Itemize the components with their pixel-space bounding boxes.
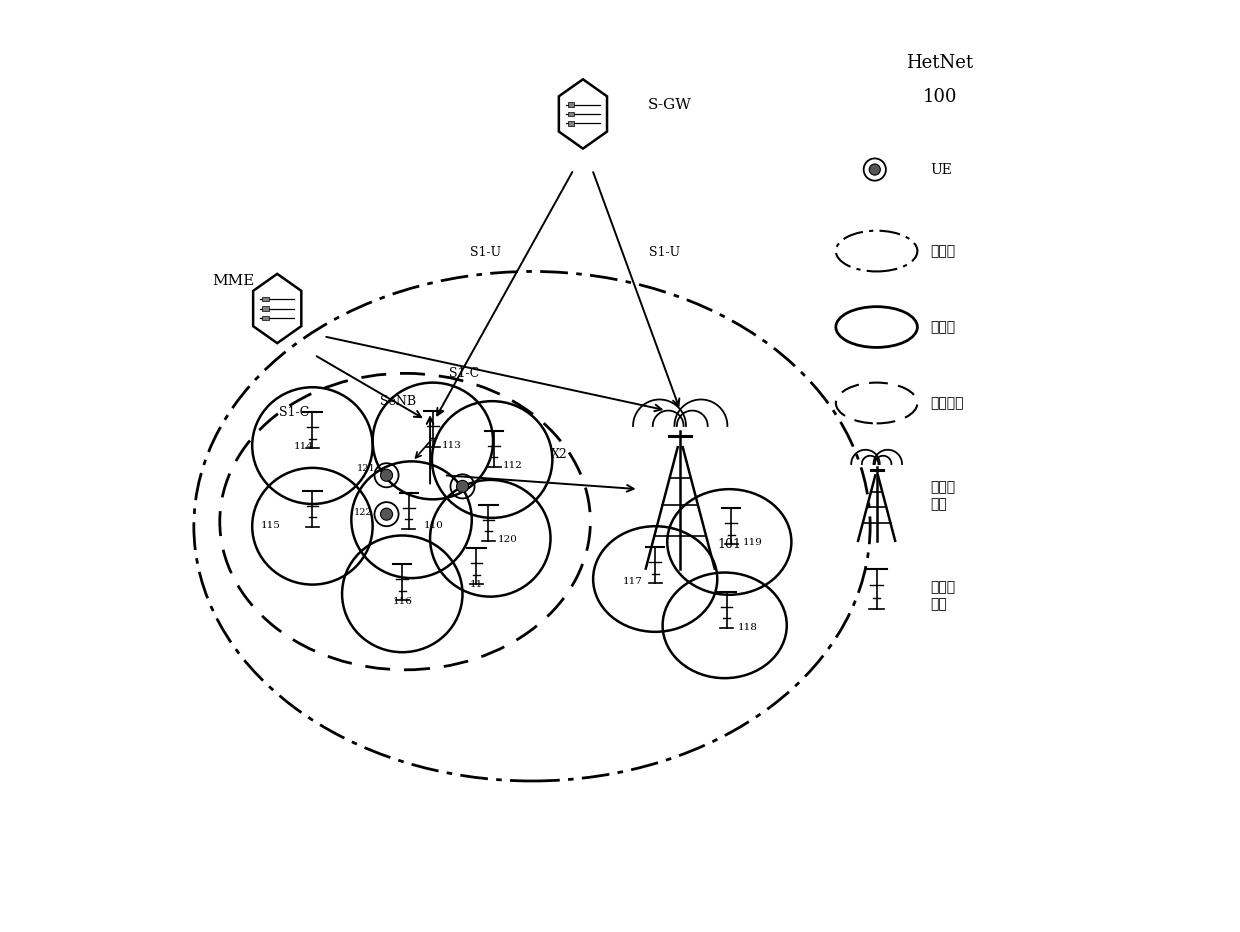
Bar <box>262 316 269 321</box>
Text: S1-U: S1-U <box>470 246 501 259</box>
Text: 112: 112 <box>503 460 523 470</box>
Circle shape <box>456 480 469 492</box>
Text: 100: 100 <box>923 88 957 106</box>
Text: 101: 101 <box>717 539 742 551</box>
Text: 121: 121 <box>357 464 376 473</box>
Text: S1-C: S1-C <box>449 367 480 380</box>
Text: X2: X2 <box>552 448 568 461</box>
Text: 122: 122 <box>353 508 373 517</box>
Text: 小小区: 小小区 <box>930 320 956 334</box>
Text: HetNet: HetNet <box>906 54 973 72</box>
Text: MME: MME <box>212 274 254 288</box>
Text: UE: UE <box>930 162 952 176</box>
Circle shape <box>869 164 880 175</box>
Text: 118: 118 <box>738 623 758 632</box>
Text: 119: 119 <box>743 539 763 547</box>
Bar <box>262 297 269 301</box>
Circle shape <box>381 508 393 520</box>
Text: S-GW: S-GW <box>647 98 692 112</box>
Text: 117: 117 <box>622 577 642 586</box>
Bar <box>262 307 269 310</box>
Bar <box>568 121 574 126</box>
Text: 110: 110 <box>424 521 444 529</box>
Bar <box>568 103 574 106</box>
Text: S1-C: S1-C <box>279 405 309 418</box>
Text: 宏小区
基站: 宏小区 基站 <box>930 481 956 511</box>
Text: SeNB: SeNB <box>379 394 415 407</box>
Text: 11: 11 <box>470 580 484 589</box>
Text: 120: 120 <box>497 535 517 543</box>
Text: 宏小区: 宏小区 <box>930 244 956 258</box>
Text: 小小区
基站: 小小区 基站 <box>930 581 956 610</box>
Text: S1-U: S1-U <box>649 246 680 259</box>
Text: 115: 115 <box>260 521 280 529</box>
Bar <box>568 112 574 116</box>
Circle shape <box>381 469 393 481</box>
Text: 116: 116 <box>392 596 412 606</box>
Text: 虚拟小区: 虚拟小区 <box>930 396 963 410</box>
Text: 113: 113 <box>443 441 463 450</box>
Text: 114: 114 <box>294 442 314 451</box>
